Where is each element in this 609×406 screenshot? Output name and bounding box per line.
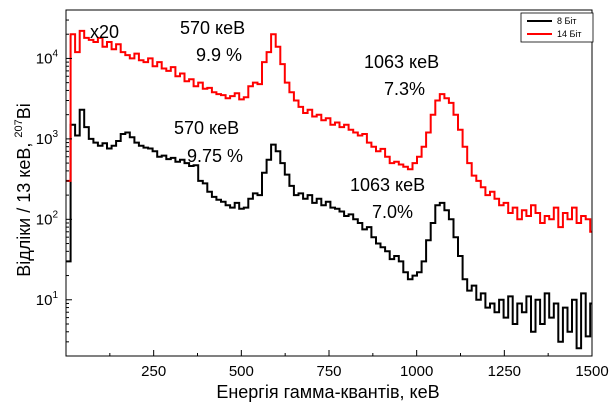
x-tick-label-750: 750 <box>316 363 341 380</box>
x-tick-label-1000: 1000 <box>400 363 433 380</box>
y-tick-exponent: 3 <box>52 129 58 140</box>
y-tick-mantissa: 10 <box>36 292 53 309</box>
y-tick-mantissa: 10 <box>36 211 53 228</box>
legend-label-8bit: 8 Біт <box>557 16 577 26</box>
y-tick-label-10: 101 <box>36 290 59 309</box>
y-tick-exponent: 2 <box>52 209 58 220</box>
x-tick-label-250: 250 <box>141 363 166 380</box>
y-tick-label-100: 102 <box>36 209 59 228</box>
annot-8bit-1063-energy: 1063 кеВ <box>350 175 425 195</box>
legend: 8 Біт 14 Біт <box>520 12 594 43</box>
y-tick-exponent: 1 <box>52 290 58 301</box>
annot-14bit-570-energy: 570 кеВ <box>180 18 245 38</box>
y-axis-title-sup: 207 <box>13 119 25 137</box>
x-tick-label-1250: 1250 <box>488 363 521 380</box>
y-tick-label-10000: 104 <box>36 48 59 67</box>
annot-14bit-1063-resolution: 7.3% <box>384 79 425 99</box>
x-tick-label-1500: 1500 <box>575 363 608 380</box>
x-axis-title: Енергія гамма-квантів, кеВ <box>216 382 439 402</box>
series-line-0 <box>66 108 592 350</box>
y-tick-label-1000: 103 <box>36 129 59 148</box>
x-tick-label-500: 500 <box>229 363 254 380</box>
y-axis-title-tail: Bi <box>14 103 34 119</box>
annot-14bit-1063-energy: 1063 кеВ <box>364 52 439 72</box>
legend-box <box>520 12 594 43</box>
annot-8bit-570-resolution: 9.75 % <box>187 146 243 166</box>
annot-8bit-1063-resolution: 7.0% <box>372 202 413 222</box>
scale-note-x20: x20 <box>90 22 119 42</box>
y-tick-mantissa: 10 <box>36 50 53 67</box>
annot-14bit-570-resolution: 9.9 % <box>196 45 242 65</box>
y-axis-title-main: Відліки / 13 кеВ, <box>14 138 34 277</box>
annot-8bit-570-energy: 570 кеВ <box>174 118 239 138</box>
y-axis-title: Відліки / 13 кеВ, 207Bi <box>13 103 34 276</box>
y-tick-mantissa: 10 <box>36 131 53 148</box>
legend-label-14bit: 14 Біт <box>557 29 582 39</box>
y-tick-exponent: 4 <box>52 48 58 59</box>
series-line-1 <box>66 29 592 233</box>
